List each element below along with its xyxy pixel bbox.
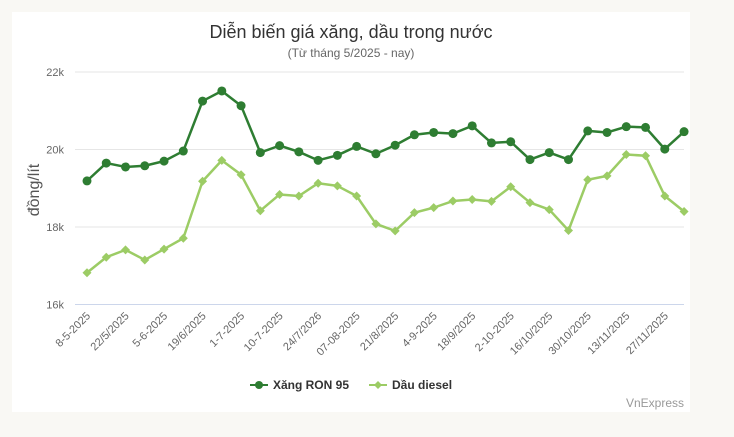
plot-area: 16k 18k 20k 22k đồng/lít 8-5-202522/5/20255… (26, 67, 689, 358)
credit-vnexpress[interactable]: VnExpress (625, 396, 684, 410)
x-tick-label: 27/11/2025 (624, 310, 671, 357)
data-point-marker[interactable] (486, 196, 496, 206)
data-point-marker[interactable] (294, 191, 304, 201)
data-point-marker[interactable] (275, 189, 285, 199)
x-tick-label: 10-7-2025 (242, 310, 286, 354)
x-axis-ticks: 8-5-202522/5/20255-6-202519/6/20251-7-20… (53, 310, 670, 358)
y-tick-label: 20k (46, 145, 64, 157)
data-point-marker[interactable] (409, 208, 419, 218)
data-point-marker[interactable] (217, 155, 227, 165)
data-point-marker[interactable] (506, 182, 516, 192)
data-point-marker[interactable] (352, 191, 362, 201)
data-point-marker[interactable] (352, 141, 362, 151)
data-point-marker[interactable] (448, 196, 458, 206)
data-point-marker[interactable] (429, 127, 439, 137)
data-point-marker[interactable] (525, 198, 535, 208)
x-tick-label: 18/9/2025 (435, 310, 478, 353)
data-point-marker[interactable] (159, 156, 169, 166)
data-point-marker[interactable] (486, 138, 496, 148)
data-point-marker[interactable] (409, 130, 419, 140)
chart-subtitle: (Từ tháng 5/2025 - nay) (287, 46, 415, 60)
x-tick-label: 5-6-2025 (131, 310, 171, 350)
data-point-marker[interactable] (255, 206, 265, 216)
data-point-marker[interactable] (217, 86, 227, 96)
data-point-marker[interactable] (275, 141, 285, 151)
data-point-marker[interactable] (467, 121, 477, 131)
series-line (86, 89, 685, 182)
legend-label: Dầu diesel (392, 378, 453, 392)
data-point-marker[interactable] (660, 191, 670, 201)
data-point-marker[interactable] (313, 155, 323, 165)
chart-title: Diễn biến giá xăng, dầu trong nước (209, 22, 493, 42)
y-tick-label: 16k (46, 300, 64, 312)
data-point-marker[interactable] (121, 245, 131, 255)
y-tick-label: 18k (46, 222, 64, 234)
data-point-marker[interactable] (429, 203, 439, 213)
data-point-marker[interactable] (198, 96, 208, 106)
data-point-marker[interactable] (679, 207, 689, 216)
x-tick-label: 22/5/2025 (89, 310, 132, 353)
legend-label: Xăng RON 95 (272, 378, 349, 392)
grid-lines (75, 71, 684, 305)
data-point-marker[interactable] (140, 161, 150, 171)
data-point-marker[interactable] (198, 176, 208, 186)
y-tick-label: 22k (46, 67, 64, 79)
data-point-marker[interactable] (564, 225, 573, 235)
legend-item-ron95[interactable]: Xăng RON 95 (249, 378, 349, 392)
data-point-marker[interactable] (294, 147, 304, 157)
x-tick-label: 19/6/2025 (166, 310, 209, 353)
data-point-marker[interactable] (82, 268, 92, 278)
data-point-marker[interactable] (140, 255, 150, 265)
data-point-marker[interactable] (101, 252, 111, 262)
data-point-marker[interactable] (82, 176, 92, 186)
data-point-marker[interactable] (544, 205, 554, 215)
data-point-marker[interactable] (564, 155, 573, 165)
data-point-marker[interactable] (332, 181, 342, 191)
data-point-marker[interactable] (371, 219, 381, 229)
data-point-marker[interactable] (506, 137, 516, 147)
data-point-marker[interactable] (236, 101, 246, 111)
data-point-marker[interactable] (621, 122, 631, 132)
data-point-marker[interactable] (660, 144, 670, 154)
x-tick-label: 1-7-2025 (208, 310, 248, 350)
data-point-marker[interactable] (178, 233, 188, 243)
y-axis-label: đồng/lít (26, 163, 43, 216)
data-point-marker[interactable] (236, 170, 246, 180)
data-point-marker[interactable] (101, 158, 111, 168)
diamond-marker-icon (369, 381, 387, 389)
data-point-marker[interactable] (544, 148, 554, 158)
data-point-marker[interactable] (121, 162, 131, 172)
data-point-marker[interactable] (583, 126, 593, 136)
data-point-marker[interactable] (448, 129, 458, 139)
data-point-marker[interactable] (641, 122, 651, 132)
data-point-marker[interactable] (641, 151, 651, 161)
data-point-marker[interactable] (525, 155, 535, 165)
data-point-marker[interactable] (679, 127, 689, 137)
legend: Xăng RON 95 Dầu diesel (12, 378, 690, 392)
data-point-marker[interactable] (467, 194, 477, 204)
data-point-marker[interactable] (255, 148, 265, 158)
x-tick-label: 4-9-2025 (400, 310, 440, 350)
x-tick-label: 8-5-2025 (53, 310, 93, 350)
legend-item-diesel[interactable]: Dầu diesel (369, 378, 452, 392)
data-point-marker[interactable] (332, 150, 342, 160)
x-tick-label: 21/8/2025 (358, 310, 401, 353)
data-point-marker[interactable] (583, 175, 593, 185)
data-series[interactable] (82, 86, 689, 278)
y-axis-ticks: 16k 18k 20k 22k (46, 67, 64, 312)
data-point-marker[interactable] (621, 150, 631, 160)
data-point-marker[interactable] (371, 149, 381, 159)
data-point-marker[interactable] (602, 127, 612, 137)
chart-card: Diễn biến giá xăng, dầu trong nước (Từ t… (12, 12, 690, 412)
data-point-marker[interactable] (390, 140, 400, 150)
data-point-marker[interactable] (313, 178, 323, 188)
data-point-marker[interactable] (178, 146, 188, 156)
data-point-marker[interactable] (390, 226, 400, 236)
series-line (86, 153, 685, 274)
circle-marker-icon (249, 381, 268, 389)
data-point-marker[interactable] (602, 171, 612, 181)
data-point-marker[interactable] (159, 244, 169, 254)
